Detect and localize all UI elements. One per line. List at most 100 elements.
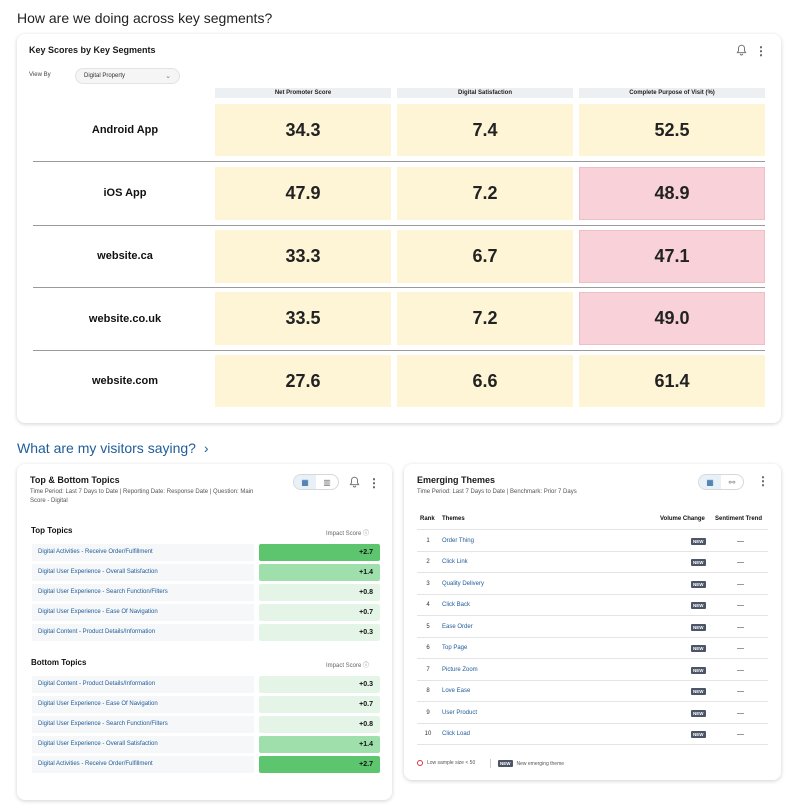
new-theme-legend: NEW New emerging theme (498, 760, 564, 767)
score-cell: 33.5 (215, 292, 391, 345)
score-cell: 49.0 (579, 292, 765, 345)
column-header-nps: Net Promoter Score (215, 88, 391, 98)
topics-subtitle-line1: Time Period: Last 7 Days to Date | Repor… (30, 489, 254, 495)
bottom-topics-title: Bottom Topics (31, 658, 87, 667)
score-cell: 7.2 (397, 167, 573, 220)
emerging-view-toggle: ▦ ⚯ (698, 474, 744, 490)
theme-row[interactable]: 10 Click Load NEW — (417, 724, 768, 745)
low-sample-icon (417, 760, 423, 766)
score-cell: 52.5 (579, 104, 765, 156)
theme-row[interactable]: 7 Picture Zoom NEW — (417, 660, 768, 681)
sentiment-trend-value: — (737, 688, 744, 695)
view-by-dropdown[interactable]: Digital Property ⌄ (75, 68, 180, 84)
chevron-down-icon: ⌄ (165, 73, 171, 80)
new-badge: NEW (498, 760, 513, 767)
emerging-subtitle: Time Period: Last 7 Days to Date | Bench… (417, 489, 577, 495)
sentiment-trend-value: — (737, 710, 744, 717)
topic-name[interactable]: Digital Activities - Receive Order/Fulfi… (32, 756, 254, 773)
topic-name[interactable]: Digital User Experience - Ease Of Naviga… (32, 604, 254, 621)
theme-row[interactable]: 4 Click Back NEW — (417, 595, 768, 616)
new-badge: NEW (691, 602, 706, 609)
theme-rank: 2 (426, 559, 430, 565)
theme-link[interactable]: User Product (442, 710, 478, 716)
theme-link[interactable]: Click Back (442, 602, 471, 608)
theme-rank: 5 (426, 624, 430, 630)
visitors-heading-text: What are my visitors saying? (17, 440, 196, 456)
legend-divider (490, 759, 491, 768)
new-badge: NEW (691, 559, 706, 566)
view-by-value: Digital Property (84, 73, 126, 79)
topics-title: Top & Bottom Topics (30, 475, 120, 485)
theme-link[interactable]: Picture Zoom (442, 667, 478, 673)
theme-link[interactable]: Click Link (442, 559, 468, 565)
theme-row[interactable]: 8 Love Ease NEW — (417, 681, 768, 702)
theme-link[interactable]: Top Page (442, 645, 468, 651)
bell-icon[interactable] (736, 44, 747, 59)
new-badge: NEW (691, 667, 706, 674)
impact-score-bar: +0.3 (259, 624, 380, 641)
theme-rank: 3 (426, 581, 430, 587)
topic-name[interactable]: Digital User Experience - Search Functio… (32, 716, 254, 733)
emerging-actions: ⋮ (757, 474, 769, 488)
topics-subtitle-line2: Score - Digital (30, 498, 68, 504)
visitors-heading-link[interactable]: What are my visitors saying? › (17, 440, 209, 456)
topic-name[interactable]: Digital User Experience - Search Functio… (32, 584, 254, 601)
network-view-icon[interactable]: ⚯ (728, 477, 736, 487)
new-badge: NEW (691, 624, 706, 631)
theme-rank: 9 (426, 710, 430, 716)
topic-name[interactable]: Digital User Experience - Ease Of Naviga… (32, 696, 254, 713)
impact-score-bar: +0.8 (259, 584, 380, 601)
emerging-themes-card: Emerging Themes Time Period: Last 7 Days… (404, 464, 781, 780)
segment-label-android: Android App (91, 124, 159, 136)
kebab-menu-icon[interactable]: ⋮ (757, 474, 769, 488)
theme-link[interactable]: Click Load (442, 731, 471, 737)
theme-link[interactable]: Love Ease (442, 688, 471, 694)
emerging-title: Emerging Themes (417, 475, 496, 485)
theme-link[interactable]: Quality Delivery (442, 581, 485, 587)
bell-icon[interactable] (349, 476, 360, 491)
theme-link[interactable]: Order Thing (442, 538, 474, 544)
topic-name[interactable]: Digital User Experience - Overall Satisf… (32, 564, 254, 581)
kebab-menu-icon[interactable]: ⋮ (755, 44, 767, 58)
sentiment-trend-value: — (737, 581, 744, 588)
chevron-right-icon: › (203, 440, 209, 456)
chart-view-icon[interactable]: ▥ (323, 477, 331, 487)
segments-heading: How are we doing across key segments? (17, 10, 273, 26)
sentiment-trend-value: — (737, 624, 744, 631)
topic-name[interactable]: Digital User Experience - Overall Satisf… (32, 736, 254, 753)
score-cell: 7.2 (397, 292, 573, 345)
table-view-icon[interactable]: ▦ (699, 475, 721, 489)
theme-row[interactable]: 2 Click Link NEW — (417, 552, 768, 573)
column-header-digital-satisfaction: Digital Satisfaction (397, 88, 573, 98)
sentiment-trend-header: Sentiment Trend (715, 516, 763, 522)
theme-row[interactable]: 5 Ease Order NEW — (417, 617, 768, 638)
theme-row[interactable]: 1 Order Thing NEW — (417, 531, 768, 552)
new-badge: NEW (691, 710, 706, 717)
new-badge: NEW (691, 581, 706, 588)
segment-label-website-co-uk: website.co.uk (88, 313, 162, 325)
new-badge: NEW (691, 538, 706, 545)
topic-name[interactable]: Digital Content - Product Details/Inform… (32, 676, 254, 693)
topic-name[interactable]: Digital Content - Product Details/Inform… (32, 624, 254, 641)
theme-link[interactable]: Ease Order (442, 624, 473, 630)
row-divider (33, 161, 765, 162)
impact-score-bar: +0.8 (259, 716, 380, 733)
sentiment-trend-value: — (737, 602, 744, 609)
table-view-icon[interactable]: ▦ (294, 475, 316, 489)
impact-score-bar: +0.7 (259, 604, 380, 621)
theme-row[interactable]: 9 User Product NEW — (417, 703, 768, 724)
view-by-label: View By (29, 72, 51, 78)
topics-subtitle: Time Period: Last 7 Days to Date | Repor… (30, 488, 300, 506)
theme-row[interactable]: 6 Top Page NEW — (417, 638, 768, 659)
impact-score-bar: +2.7 (259, 756, 380, 773)
theme-rank: 10 (424, 731, 432, 737)
kebab-menu-icon[interactable]: ⋮ (368, 476, 380, 490)
low-sample-legend-text: Low sample size < 50 (427, 760, 476, 766)
theme-row[interactable]: 3 Quality Delivery NEW — (417, 574, 768, 595)
topic-name[interactable]: Digital Activities - Receive Order/Fulfi… (32, 544, 254, 561)
new-badge: NEW (691, 645, 706, 652)
impact-score-bar: +1.4 (259, 564, 380, 581)
new-theme-legend-text: New emerging theme (516, 760, 565, 767)
key-scores-actions: ⋮ (736, 44, 767, 59)
impact-score-bar: +0.3 (259, 676, 380, 693)
